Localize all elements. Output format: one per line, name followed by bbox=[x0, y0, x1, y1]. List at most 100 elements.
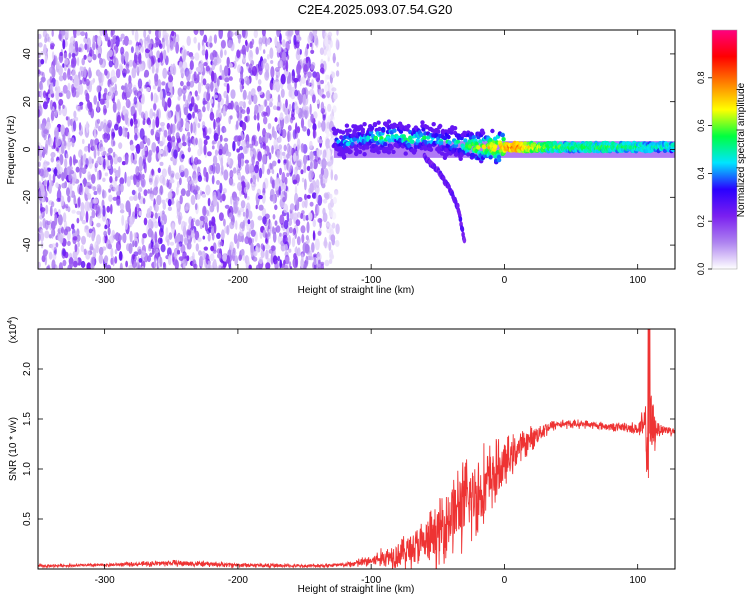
noise-speck bbox=[228, 176, 234, 186]
snr-y-multiplier: (x104) bbox=[7, 317, 19, 344]
noise-speck bbox=[329, 39, 333, 48]
noise-speck bbox=[151, 142, 157, 153]
noise-speck bbox=[69, 186, 72, 198]
noise-speck bbox=[171, 135, 176, 143]
noise-speck bbox=[172, 35, 177, 48]
noise-speck bbox=[215, 116, 221, 124]
noise-speck bbox=[226, 94, 229, 106]
noise-speck bbox=[285, 98, 288, 109]
noise-speck bbox=[335, 223, 340, 235]
noise-speck bbox=[208, 165, 213, 175]
noise-speck bbox=[306, 165, 311, 172]
noise-speck bbox=[208, 127, 212, 135]
noise-speck bbox=[45, 121, 52, 130]
noise-speck bbox=[161, 199, 166, 204]
noise-speck bbox=[186, 50, 190, 56]
noise-speck bbox=[78, 79, 83, 86]
noise-speck bbox=[44, 169, 49, 178]
noise-speck bbox=[82, 154, 86, 166]
snr-series-line bbox=[38, 329, 675, 569]
noise-speck bbox=[316, 149, 322, 158]
noise-speck bbox=[48, 251, 53, 260]
noise-speck bbox=[222, 253, 228, 262]
noise-speck bbox=[263, 116, 268, 125]
noise-speck bbox=[159, 89, 163, 101]
noise-speck bbox=[50, 156, 54, 163]
noise-speck bbox=[243, 146, 248, 154]
noise-speck bbox=[80, 104, 83, 110]
noise-speck bbox=[72, 260, 78, 268]
ridge-mark bbox=[445, 143, 450, 148]
noise-speck bbox=[137, 248, 142, 255]
noise-speck bbox=[303, 64, 308, 75]
noise-speck bbox=[325, 222, 331, 227]
noise-speck bbox=[244, 116, 249, 123]
noise-speck bbox=[294, 247, 298, 254]
noise-speck bbox=[226, 224, 230, 236]
noise-speck bbox=[212, 155, 218, 166]
figure-title: C2E4.2025.093.07.54.G20 bbox=[298, 2, 453, 17]
noise-speck bbox=[119, 262, 123, 269]
noise-speck bbox=[134, 109, 138, 120]
x-tick-label: 0 bbox=[502, 275, 508, 286]
noise-speck bbox=[285, 60, 289, 72]
noise-speck bbox=[134, 133, 138, 141]
noise-speck bbox=[121, 53, 125, 65]
noise-speck bbox=[232, 250, 237, 256]
noise-speck bbox=[336, 61, 340, 67]
noise-speck bbox=[307, 34, 312, 44]
snr-y-label: SNR (10 * v/v) bbox=[8, 417, 19, 481]
noise-speck bbox=[251, 135, 256, 146]
noise-speck bbox=[309, 140, 313, 150]
ridge-mark bbox=[434, 132, 439, 138]
noise-speck bbox=[72, 250, 78, 259]
noise-speck bbox=[40, 51, 45, 56]
noise-speck bbox=[251, 65, 257, 77]
noise-speck bbox=[296, 211, 301, 218]
noise-speck bbox=[242, 89, 247, 100]
noise-speck bbox=[85, 210, 89, 223]
noise-speck bbox=[114, 249, 118, 255]
noise-speck bbox=[267, 123, 272, 130]
noise-speck bbox=[330, 169, 334, 181]
noise-speck bbox=[289, 226, 293, 234]
noise-speck bbox=[297, 197, 303, 202]
noise-speck bbox=[189, 60, 194, 71]
noise-speck bbox=[106, 205, 111, 213]
noise-speck bbox=[268, 152, 272, 160]
noise-speck bbox=[300, 117, 305, 129]
noise-speck bbox=[131, 30, 135, 36]
noise-speck bbox=[132, 253, 136, 260]
noise-speck bbox=[228, 63, 233, 68]
ridge-mark bbox=[488, 155, 493, 160]
noise-speck bbox=[309, 182, 314, 194]
noise-speck bbox=[64, 251, 69, 259]
noise-speck bbox=[176, 243, 180, 250]
noise-speck bbox=[260, 243, 264, 250]
noise-speck bbox=[261, 30, 266, 37]
noise-speck bbox=[124, 82, 128, 93]
noise-speck bbox=[143, 217, 148, 226]
noise-speck bbox=[88, 228, 93, 234]
noise-speck bbox=[284, 106, 288, 115]
noise-speck bbox=[192, 252, 195, 262]
ridge-mark bbox=[496, 157, 502, 163]
noise-speck bbox=[50, 151, 56, 158]
noise-speck bbox=[129, 196, 134, 201]
noise-speck bbox=[58, 30, 62, 42]
noise-speck bbox=[190, 218, 194, 231]
noise-speck bbox=[80, 31, 86, 37]
noise-speck bbox=[55, 89, 59, 101]
noise-speck bbox=[331, 71, 336, 79]
noise-speck bbox=[89, 243, 94, 251]
noise-speck bbox=[97, 156, 102, 164]
noise-speck bbox=[155, 68, 159, 74]
noise-speck bbox=[64, 158, 68, 169]
noise-speck bbox=[169, 241, 175, 246]
noise-speck bbox=[73, 34, 77, 39]
noise-speck bbox=[54, 213, 58, 226]
noise-speck bbox=[232, 167, 237, 174]
noise-speck bbox=[304, 178, 307, 191]
noise-speck bbox=[306, 221, 310, 234]
noise-speck bbox=[303, 108, 309, 119]
